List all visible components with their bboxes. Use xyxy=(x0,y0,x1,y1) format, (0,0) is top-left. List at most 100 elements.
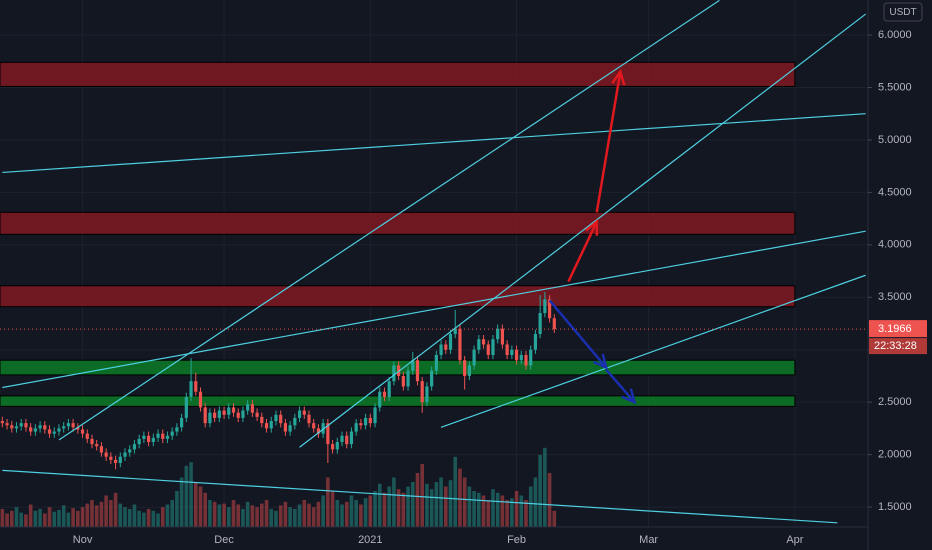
candle-body xyxy=(321,423,325,434)
volume-bar xyxy=(519,495,524,527)
volume-bar xyxy=(491,489,495,527)
volume-bar xyxy=(57,509,61,527)
candle-body xyxy=(326,423,330,445)
arrow-line xyxy=(595,71,622,213)
volume-bar xyxy=(311,507,316,527)
x-tick-label: Mar xyxy=(639,534,658,546)
volume-bar xyxy=(28,504,33,527)
candle-body xyxy=(10,425,14,429)
volume-bar xyxy=(146,509,151,527)
x-tick-label: Apr xyxy=(786,534,803,546)
candle-body xyxy=(123,452,127,457)
candle-body xyxy=(208,412,212,424)
candle-body xyxy=(246,404,250,411)
volume-bar xyxy=(392,477,396,527)
volume-pane xyxy=(0,447,557,527)
candle-body xyxy=(269,421,273,429)
candle-body xyxy=(533,333,538,350)
candle-body xyxy=(288,425,292,432)
volume-bar xyxy=(264,500,269,527)
arrow-head xyxy=(621,388,637,405)
candle-body xyxy=(180,417,184,428)
trend-line xyxy=(2,230,866,389)
volume-bar xyxy=(363,498,368,527)
volume-bar xyxy=(415,473,420,527)
volume-bar xyxy=(226,507,231,527)
candle-body xyxy=(519,354,523,361)
volume-bar xyxy=(52,511,57,527)
volume-bar xyxy=(184,465,189,527)
candle-body xyxy=(307,414,311,424)
y-tick-label: 3.5000 xyxy=(878,291,912,303)
volume-bar xyxy=(80,507,85,527)
arrow-head xyxy=(592,353,609,370)
volume-bar xyxy=(543,447,547,527)
candle-body xyxy=(411,360,415,371)
candle-body xyxy=(453,328,457,334)
volume-bar xyxy=(401,492,406,527)
volume-bar xyxy=(231,500,236,527)
candle-body xyxy=(109,456,113,460)
candle-body xyxy=(52,431,56,434)
candle-body xyxy=(500,328,505,345)
candle-body xyxy=(90,438,94,445)
volume-bar xyxy=(538,455,542,527)
candle-body xyxy=(38,425,42,429)
volume-bar xyxy=(472,491,476,527)
volume-bar xyxy=(170,500,174,527)
candle-body xyxy=(47,429,52,434)
candle-body xyxy=(0,421,4,424)
arrow-head xyxy=(585,219,599,236)
candle-body xyxy=(198,391,203,408)
candle-body xyxy=(345,435,349,445)
volume-bar xyxy=(5,513,9,527)
candle-body xyxy=(104,452,108,457)
candle-body xyxy=(514,349,519,361)
candle-body xyxy=(316,428,321,434)
candle-body xyxy=(24,423,28,428)
volume-bar xyxy=(269,509,274,527)
candle-body xyxy=(387,381,391,397)
candle-body xyxy=(80,429,85,434)
volume-bar xyxy=(528,486,533,527)
candle-body xyxy=(255,412,259,417)
candle-body xyxy=(425,386,429,403)
candle-body xyxy=(538,313,542,334)
volume-bar xyxy=(302,500,307,527)
candle-body xyxy=(33,428,37,432)
volume-bar xyxy=(354,500,358,527)
volume-bar xyxy=(208,500,212,527)
volume-bar xyxy=(514,491,519,527)
y-tick-label: 1.5000 xyxy=(878,501,912,513)
candle-body xyxy=(297,410,302,418)
candle-body xyxy=(57,428,61,432)
candle-body xyxy=(113,459,118,464)
y-tick-label: 5.0000 xyxy=(878,134,912,146)
volume-bar xyxy=(99,501,104,527)
candle-body xyxy=(496,328,500,340)
candle-body xyxy=(293,417,297,426)
volume-bar xyxy=(283,501,288,527)
volume-bar xyxy=(222,503,226,527)
volume-bar xyxy=(274,510,278,527)
candle-body xyxy=(236,412,240,418)
volume-bar xyxy=(156,513,160,527)
candle-body xyxy=(62,426,66,429)
countdown-label: 22:33:28 xyxy=(874,340,917,352)
volume-bar xyxy=(198,486,203,527)
candle-body xyxy=(543,299,547,314)
arrow-line xyxy=(567,221,598,283)
candle-body xyxy=(99,446,104,453)
volume-bar xyxy=(533,477,538,527)
candle-body xyxy=(151,437,155,443)
volume-bar xyxy=(458,468,462,527)
candle-body xyxy=(486,344,490,355)
candle-body xyxy=(420,381,424,403)
price-zone xyxy=(0,395,796,407)
volume-bar xyxy=(24,514,28,527)
arrow-head xyxy=(611,68,626,86)
volume-bar xyxy=(467,486,472,527)
volume-bar xyxy=(127,509,132,527)
volume-bar xyxy=(260,503,264,527)
